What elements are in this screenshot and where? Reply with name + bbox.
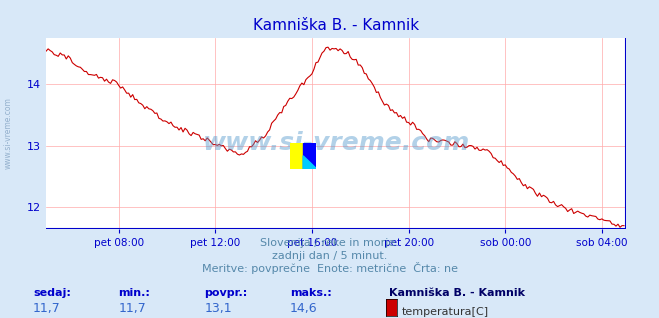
- Text: povpr.:: povpr.:: [204, 288, 248, 298]
- Title: Kamniška B. - Kamnik: Kamniška B. - Kamnik: [253, 18, 419, 33]
- Text: min.:: min.:: [119, 288, 150, 298]
- Text: temperatura[C]: temperatura[C]: [402, 307, 489, 317]
- Text: zadnji dan / 5 minut.: zadnji dan / 5 minut.: [272, 251, 387, 261]
- Text: 13,1: 13,1: [204, 302, 232, 315]
- Text: Meritve: povprečne  Enote: metrične  Črta: ne: Meritve: povprečne Enote: metrične Črta:…: [202, 262, 457, 274]
- Text: maks.:: maks.:: [290, 288, 331, 298]
- Text: 11,7: 11,7: [33, 302, 61, 315]
- Polygon shape: [303, 156, 316, 169]
- Bar: [290, 143, 303, 169]
- Text: 14,6: 14,6: [290, 302, 318, 315]
- Text: www.si-vreme.com: www.si-vreme.com: [3, 98, 13, 169]
- Polygon shape: [303, 143, 316, 169]
- Text: Slovenija / reke in morje.: Slovenija / reke in morje.: [260, 238, 399, 248]
- Text: www.si-vreme.com: www.si-vreme.com: [202, 131, 470, 155]
- Text: Kamniška B. - Kamnik: Kamniška B. - Kamnik: [389, 288, 525, 298]
- Text: 11,7: 11,7: [119, 302, 146, 315]
- Text: sedaj:: sedaj:: [33, 288, 71, 298]
